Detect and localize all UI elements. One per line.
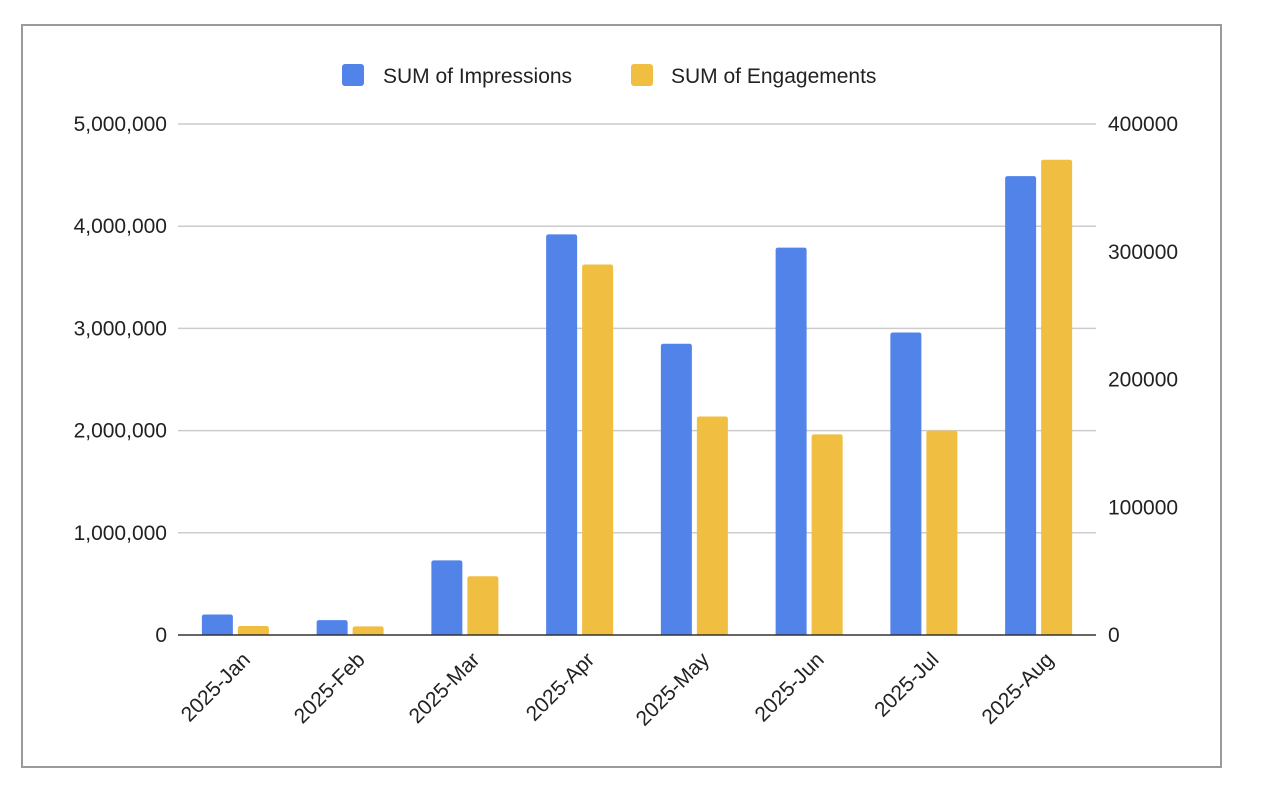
engagements-bar-2025-feb[interactable] xyxy=(352,626,384,635)
chart-frame: 0 1,000,000 2,000,000 3,000,000 4,000,000 5,0… xyxy=(21,24,1222,768)
engagements-bar-2025-jun[interactable] xyxy=(811,434,843,635)
right-axis-tick-label: 400000 xyxy=(1108,113,1178,136)
x-axis: 2025-Jan 2025-Feb 2025-Mar 2025-Apr 2025-May… xyxy=(177,634,1096,731)
legend[interactable]: SUM of Impressions SUM of Engagements xyxy=(342,64,876,88)
x-axis-tick-label: 2025-Jul xyxy=(870,648,943,721)
x-axis-tick-label: 2025-Aug xyxy=(977,648,1058,729)
left-axis-tick-label: 2,000,000 xyxy=(74,420,167,443)
impressions-bar-2025-mar[interactable] xyxy=(431,560,463,635)
x-axis-tick-label: 2025-Feb xyxy=(290,648,370,728)
bars xyxy=(201,159,1073,636)
impressions-bar-2025-jan[interactable] xyxy=(201,614,233,635)
gridlines xyxy=(178,123,1096,534)
x-axis-tick-label: 2025-Jun xyxy=(750,648,828,726)
x-axis-tick-label: 2025-Mar xyxy=(405,648,485,728)
right-axis-tick-label: 100000 xyxy=(1108,496,1178,519)
left-axis-tick-label: 5,000,000 xyxy=(74,113,167,136)
engagements-bar-2025-may[interactable] xyxy=(696,416,728,635)
engagements-legend-label[interactable]: SUM of Engagements xyxy=(671,65,876,88)
engagements-bar-2025-apr[interactable] xyxy=(582,264,614,635)
x-axis-tick-label: 2025-May xyxy=(632,648,715,731)
left-axis-tick-label: 3,000,000 xyxy=(74,317,167,340)
x-axis-tick-label: 2025-Apr xyxy=(522,648,599,725)
right-y-axis: 0 100000 200000 300000 400000 xyxy=(1108,113,1178,647)
engagements-bar-2025-jan[interactable] xyxy=(237,626,269,635)
impressions-legend-swatch[interactable] xyxy=(342,64,364,86)
impressions-bar-2025-jun[interactable] xyxy=(775,247,807,636)
engagements-bar-2025-mar[interactable] xyxy=(467,576,499,635)
impressions-bar-2025-apr[interactable] xyxy=(546,234,578,635)
right-axis-tick-label: 0 xyxy=(1108,624,1120,647)
impressions-bar-2025-jul[interactable] xyxy=(890,332,922,635)
engagements-bar-2025-aug[interactable] xyxy=(1041,159,1073,635)
left-axis-tick-label: 0 xyxy=(155,624,167,647)
right-axis-tick-label: 300000 xyxy=(1108,241,1178,264)
left-axis-tick-label: 1,000,000 xyxy=(74,522,167,545)
impressions-legend-label[interactable]: SUM of Impressions xyxy=(383,65,572,88)
right-axis-tick-label: 200000 xyxy=(1108,369,1178,392)
left-y-axis: 0 1,000,000 2,000,000 3,000,000 4,000,000 5,0… xyxy=(74,113,167,647)
engagements-bar-2025-jul[interactable] xyxy=(926,430,958,635)
impressions-bar-2025-aug[interactable] xyxy=(1005,176,1037,635)
x-axis-tick-label: 2025-Jan xyxy=(177,648,255,726)
left-axis-tick-label: 4,000,000 xyxy=(74,215,167,238)
engagements-legend-swatch[interactable] xyxy=(631,64,653,86)
impressions-bar-2025-feb[interactable] xyxy=(316,620,348,635)
impressions-bar-2025-may[interactable] xyxy=(660,343,692,635)
chart-canvas: 0 1,000,000 2,000,000 3,000,000 4,000,000 5,0… xyxy=(74,64,1178,731)
